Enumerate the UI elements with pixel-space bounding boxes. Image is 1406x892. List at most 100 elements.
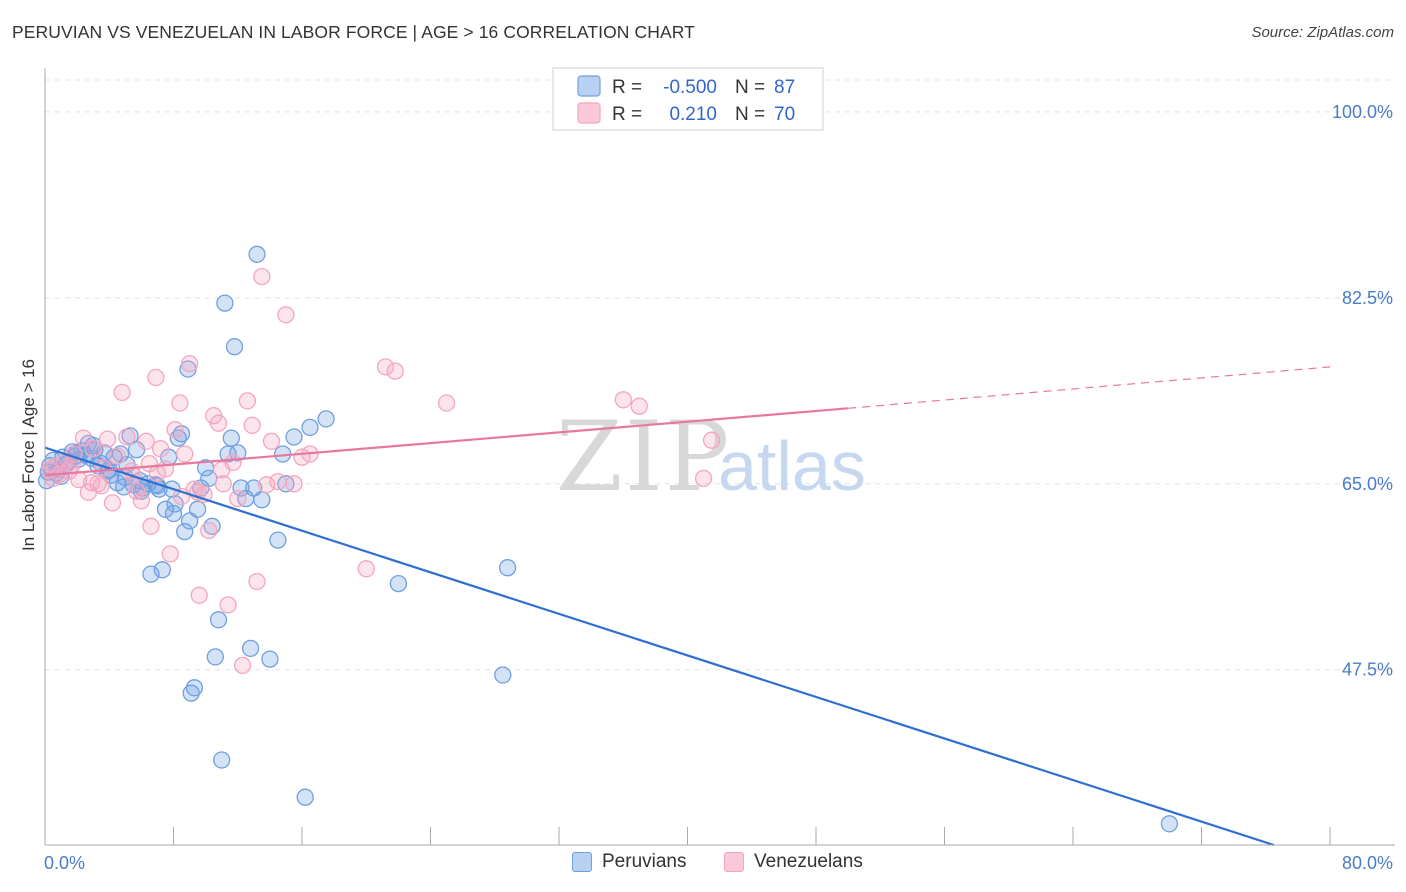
point-venezuelans: [92, 477, 110, 495]
legend-r-label-1: R =: [612, 77, 642, 98]
point-peruvians: [261, 650, 279, 668]
point-peruvians: [182, 684, 200, 702]
point-venezuelans: [84, 440, 102, 458]
points-layer: [37, 245, 1179, 833]
point-peruvians: [301, 418, 319, 437]
point-venezuelans: [151, 440, 170, 458]
point-peruvians: [209, 611, 228, 629]
point-peruvians: [185, 679, 204, 697]
watermark-zip: ZIP: [556, 401, 731, 513]
x-tick-label: 80.0%: [1342, 853, 1393, 873]
point-peruvians: [241, 639, 260, 658]
point-venezuelans: [147, 368, 165, 387]
point-peruvians: [498, 559, 517, 577]
point-venezuelans: [108, 447, 126, 465]
point-venezuelans: [213, 461, 231, 479]
ticks-layer: 100.0% 82.5% 65.0% 47.5% 0.0% 80.0%: [44, 102, 1393, 873]
x-tick-label: 0.0%: [44, 853, 85, 873]
point-venezuelans: [694, 469, 713, 488]
point-peruvians: [253, 491, 271, 509]
trendline-peruvians: [44, 446, 1275, 847]
point-venezuelans: [132, 492, 151, 510]
bottom-legend-swatch-venezuelans: [724, 852, 744, 872]
point-venezuelans: [269, 472, 287, 491]
point-peruvians: [216, 294, 234, 312]
point-venezuelans: [98, 430, 117, 448]
point-venezuelans: [376, 358, 395, 376]
point-venezuelans: [702, 431, 721, 449]
point-venezuelans: [277, 306, 295, 324]
point-peruvians: [142, 565, 160, 583]
point-venezuelans: [285, 475, 303, 493]
bottom-legend-label-peruvians: Peruvians: [602, 851, 687, 872]
point-venezuelans: [209, 414, 228, 432]
point-peruvians: [269, 531, 287, 549]
point-venezuelans: [214, 475, 232, 493]
legend-n-value-1: 87: [774, 77, 795, 98]
legend-n-label-2: N =: [735, 104, 765, 125]
point-venezuelans: [258, 476, 276, 494]
bottom-legend-label-venezuelans: Venezuelans: [754, 851, 863, 872]
point-venezuelans: [630, 397, 648, 415]
point-peruvians: [296, 788, 314, 806]
legend-box: R = -0.500 N = 87 R = 0.210 N = 70: [552, 67, 824, 131]
bottom-legend-item-peruvians: Peruvians: [572, 851, 687, 873]
point-venezuelans: [238, 392, 257, 410]
point-venezuelans: [44, 469, 62, 488]
point-venezuelans: [74, 429, 93, 447]
bottom-legend: Peruvians Venezuelans: [0, 851, 1406, 881]
point-venezuelans: [148, 464, 167, 482]
point-peruvians: [245, 479, 263, 497]
chart-title: PERUVIAN VS VENEZUELAN IN LABOR FORCE | …: [12, 22, 695, 42]
point-peruvians: [132, 482, 151, 500]
point-venezuelans: [82, 474, 101, 492]
point-venezuelans: [137, 432, 155, 450]
point-venezuelans: [386, 362, 404, 380]
watermark-atlas: atlas: [718, 427, 866, 505]
point-venezuelans: [185, 480, 204, 498]
point-venezuelans: [113, 383, 131, 402]
point-peruvians: [176, 522, 194, 541]
legend-swatch-venezuelans: [577, 102, 601, 124]
point-peruvians: [153, 561, 171, 579]
point-peruvians: [229, 444, 247, 462]
point-peruvians: [206, 648, 224, 666]
point-peruvians: [232, 479, 250, 497]
point-venezuelans: [103, 494, 122, 512]
point-venezuelans: [161, 545, 179, 563]
point-peruvians: [213, 751, 231, 769]
bottom-legend-item-venezuelans: Venezuelans: [724, 851, 863, 873]
legend-swatch-peruvians: [577, 75, 601, 97]
point-peruvians: [1160, 815, 1179, 833]
point-venezuelans: [437, 394, 456, 412]
y-tick-label: 82.5%: [1342, 288, 1393, 308]
trend-layer: [44, 366, 1331, 847]
point-venezuelans: [248, 572, 266, 591]
axes-layer: [44, 68, 1395, 846]
legend-r-label-2: R =: [612, 104, 642, 125]
bottom-legend-swatch-peruvians: [572, 852, 592, 872]
y-axis-label: In Labor Force | Age > 16: [19, 359, 38, 551]
watermark: ZIP atlas: [556, 401, 866, 513]
point-venezuelans: [233, 656, 252, 675]
y-tick-label: 65.0%: [1342, 474, 1393, 494]
trendline-extension-venezuelans: [848, 366, 1331, 409]
point-peruvians: [317, 410, 335, 428]
y-tick-label: 47.5%: [1342, 660, 1393, 680]
point-venezuelans: [142, 517, 160, 535]
point-venezuelans: [357, 560, 375, 578]
point-venezuelans: [176, 445, 194, 463]
point-venezuelans: [229, 489, 247, 508]
point-venezuelans: [253, 267, 271, 286]
point-venezuelans: [180, 355, 199, 373]
point-peruvians: [389, 574, 408, 593]
point-peruvians: [285, 428, 303, 446]
point-peruvians: [156, 500, 175, 518]
point-venezuelans: [171, 394, 189, 412]
point-peruvians: [222, 429, 240, 447]
point-peruvians: [225, 338, 244, 356]
legend-r-value-2: 0.210: [669, 104, 717, 125]
point-peruvians: [494, 666, 512, 684]
legend-r-value-1: -0.500: [663, 77, 717, 98]
